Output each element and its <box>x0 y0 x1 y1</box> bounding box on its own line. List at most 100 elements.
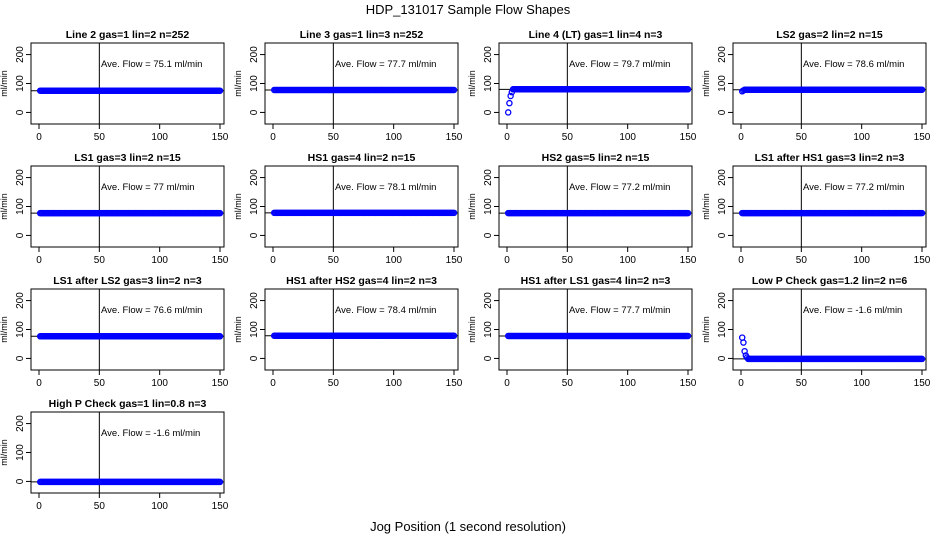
panels: Line 2 gas=1 lin=2 n=252 ml/min 0 100 200 0 50… <box>0 29 931 512</box>
data-point <box>450 86 458 94</box>
y-tick-label: 0 <box>717 232 728 238</box>
plot-frame <box>498 288 693 371</box>
panel-4: LS2 gas=2 lin=2 n=15 ml/min 0 100 200 0 50 100 1… <box>701 29 931 143</box>
panel-8: LS1 after HS1 gas=3 lin=2 n=3 ml/min 0 100 2… <box>701 152 931 266</box>
y-tick-label: 100 <box>249 321 260 338</box>
data-point <box>507 92 514 100</box>
x-tick-label: 100 <box>619 378 636 389</box>
y-tick-label: 100 <box>717 321 728 338</box>
x-tick-label: 50 <box>94 501 106 512</box>
data-point <box>684 86 692 93</box>
y-axis-label: ml/min <box>233 316 243 343</box>
x-tick-label: 0 <box>270 255 276 266</box>
y-tick-label: 0 <box>717 355 728 361</box>
data-point <box>506 99 513 107</box>
y-tick-label: 0 <box>249 109 260 115</box>
panel-7: HS2 gas=5 lin=2 n=15 ml/min 0 100 200 0 50 100 1… <box>467 152 697 266</box>
y-tick-label: 200 <box>15 292 26 309</box>
y-tick-label: 100 <box>249 75 260 92</box>
average-flow-annotation: Ave. Flow = 77.7 ml/min <box>569 305 670 316</box>
average-flow-annotation: Ave. Flow = 76.6 ml/min <box>101 305 202 316</box>
y-axis-label: ml/min <box>233 70 243 97</box>
plot-frame <box>498 165 693 248</box>
y-axis-label: ml/min <box>701 193 711 220</box>
x-tick-label: 150 <box>212 378 229 389</box>
panel-3: Line 4 (LT) gas=1 lin=4 n=3 ml/min 0 100 200… <box>467 29 697 143</box>
x-tick-label: 150 <box>914 132 931 143</box>
panel-12: Low P Check gas=1.2 lin=2 n=6 ml/min 0 100 2… <box>701 275 931 389</box>
data-point <box>918 209 926 217</box>
x-tick-label: 100 <box>151 378 168 389</box>
panel-title: High P Check gas=1 lin=0.8 n=3 <box>49 398 207 410</box>
x-tick-label: 50 <box>94 378 106 389</box>
x-tick-label: 0 <box>504 378 510 389</box>
y-axis-label: ml/min <box>701 316 711 343</box>
average-flow-annotation: Ave. Flow = 75.1 ml/min <box>101 59 202 70</box>
panel-title: LS1 after HS1 gas=3 lin=2 n=3 <box>755 152 905 164</box>
average-flow-annotation: Ave. Flow = 79.7 ml/min <box>569 59 670 70</box>
y-tick-label: 0 <box>483 355 494 361</box>
y-tick-label: 200 <box>249 169 260 186</box>
panel-title: LS1 after LS2 gas=3 lin=2 n=3 <box>53 275 202 287</box>
panel-10: HS1 after HS2 gas=4 lin=2 n=3 ml/min 0 100 2… <box>233 275 463 389</box>
x-tick-label: 0 <box>270 378 276 389</box>
y-tick-label: 100 <box>15 198 26 215</box>
y-tick-label: 200 <box>15 46 26 63</box>
average-flow-annotation: Ave. Flow = -1.6 ml/min <box>803 305 902 316</box>
y-tick-label: 100 <box>15 444 26 461</box>
x-tick-label: 50 <box>328 132 340 143</box>
y-axis-label: ml/min <box>467 193 477 220</box>
x-tick-label: 150 <box>680 378 697 389</box>
x-tick-label: 100 <box>151 501 168 512</box>
x-tick-label: 0 <box>738 255 744 266</box>
y-tick-label: 100 <box>249 198 260 215</box>
plot-frame <box>498 42 693 125</box>
y-tick-label: 100 <box>15 75 26 92</box>
x-tick-label: 100 <box>385 132 402 143</box>
y-tick-label: 200 <box>15 169 26 186</box>
y-tick-label: 0 <box>717 109 728 115</box>
x-tick-label: 150 <box>680 255 697 266</box>
x-tick-label: 50 <box>562 378 574 389</box>
x-tick-label: 100 <box>385 255 402 266</box>
x-tick-label: 0 <box>504 255 510 266</box>
y-tick-label: 0 <box>249 232 260 238</box>
average-flow-annotation: Ave. Flow = 77.7 ml/min <box>335 59 436 70</box>
panel-title: LS2 gas=2 lin=2 n=15 <box>776 29 883 41</box>
x-tick-label: 100 <box>853 378 870 389</box>
y-tick-label: 200 <box>717 169 728 186</box>
x-tick-label: 50 <box>94 255 106 266</box>
plot-frame <box>30 165 225 248</box>
y-tick-label: 0 <box>15 232 26 238</box>
plot-frame <box>30 288 225 371</box>
data-point <box>216 478 224 486</box>
x-tick-label: 0 <box>36 378 42 389</box>
x-tick-label: 50 <box>796 132 808 143</box>
x-tick-label: 150 <box>446 132 463 143</box>
y-tick-label: 200 <box>717 46 728 63</box>
y-axis-label: ml/min <box>0 193 9 220</box>
data-point <box>918 355 926 363</box>
x-tick-label: 100 <box>151 255 168 266</box>
average-flow-annotation: Ave. Flow = 78.6 ml/min <box>803 59 904 70</box>
x-tick-label: 100 <box>619 132 636 143</box>
data-point <box>450 332 458 339</box>
panel-11: HS1 after LS1 gas=4 lin=2 n=3 ml/min 0 100 2… <box>467 275 697 389</box>
y-tick-label: 200 <box>717 292 728 309</box>
x-tick-label: 0 <box>270 132 276 143</box>
x-tick-label: 50 <box>94 132 106 143</box>
average-flow-annotation: Ave. Flow = 77 ml/min <box>101 182 195 193</box>
x-tick-label: 100 <box>385 378 402 389</box>
panel-title: HS2 gas=5 lin=2 n=15 <box>542 152 650 164</box>
x-tick-label: 0 <box>36 501 42 512</box>
figure-title: HDP_131017 Sample Flow Shapes <box>366 2 571 17</box>
x-tick-label: 50 <box>562 132 574 143</box>
plot-frame <box>264 288 459 371</box>
plot-frame <box>732 165 927 248</box>
y-tick-label: 0 <box>15 355 26 361</box>
data-point <box>918 86 926 93</box>
y-tick-label: 100 <box>717 198 728 215</box>
x-tick-label: 150 <box>680 132 697 143</box>
x-tick-label: 50 <box>328 255 340 266</box>
x-tick-label: 50 <box>796 255 808 266</box>
